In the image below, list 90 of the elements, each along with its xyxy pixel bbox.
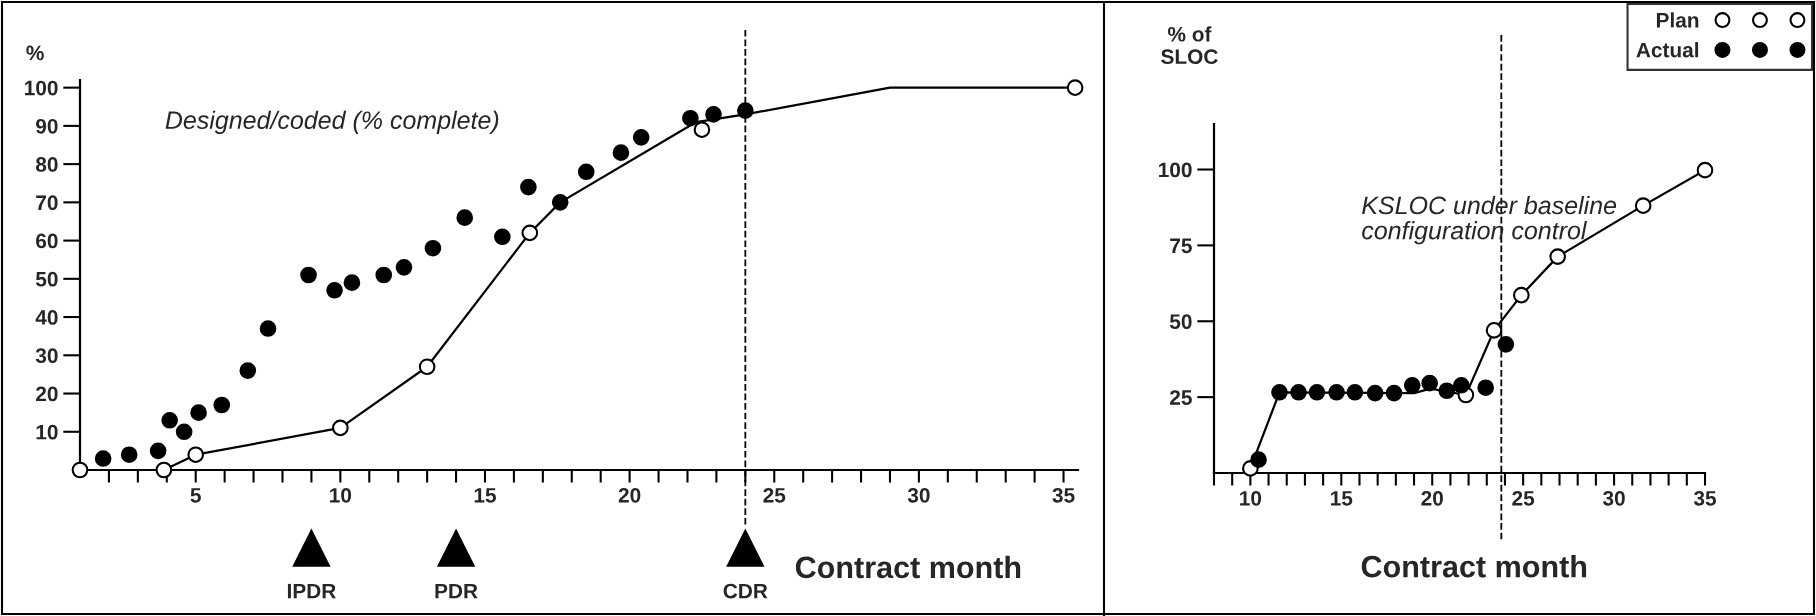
point bbox=[705, 106, 722, 123]
point bbox=[551, 194, 569, 211]
point bbox=[213, 396, 231, 414]
y-tick-label: 90 bbox=[36, 118, 58, 134]
point bbox=[161, 411, 178, 429]
point bbox=[1385, 384, 1403, 402]
point bbox=[456, 209, 474, 226]
point bbox=[332, 419, 349, 437]
x-tick-label: 35 bbox=[1052, 487, 1075, 503]
point bbox=[395, 259, 413, 276]
x-tick-label: 15 bbox=[1331, 491, 1353, 506]
point bbox=[1634, 197, 1652, 214]
point bbox=[1696, 161, 1714, 179]
x-tick-label: 10 bbox=[330, 487, 352, 503]
point bbox=[1453, 376, 1470, 394]
x-tick-label: 30 bbox=[907, 487, 930, 503]
point bbox=[187, 446, 205, 464]
point bbox=[1485, 322, 1503, 339]
legend-label: Plan bbox=[1656, 12, 1699, 28]
x-tick-label: 30 bbox=[1602, 490, 1625, 506]
point bbox=[1403, 376, 1421, 394]
y-axis-title: % bbox=[26, 45, 44, 61]
y-tick-label: 70 bbox=[36, 195, 58, 211]
point bbox=[1250, 451, 1267, 468]
y-axis-title: % of SLOC bbox=[1161, 26, 1218, 65]
point bbox=[71, 461, 89, 479]
point bbox=[300, 266, 317, 284]
x-axis-title: Contract month bbox=[795, 555, 1021, 579]
point bbox=[149, 442, 167, 460]
point bbox=[1421, 374, 1438, 392]
point bbox=[343, 274, 361, 291]
y-tick-label: 40 bbox=[35, 310, 58, 325]
y-tick-label: 25 bbox=[1170, 390, 1192, 405]
point bbox=[424, 239, 442, 257]
y-tick-label: 30 bbox=[35, 348, 58, 364]
point bbox=[1290, 383, 1307, 401]
point bbox=[1477, 379, 1494, 397]
point bbox=[1066, 79, 1084, 96]
point bbox=[612, 144, 630, 161]
point bbox=[1549, 248, 1567, 265]
x-tick-label: 10 bbox=[1240, 490, 1262, 506]
point bbox=[494, 228, 511, 246]
text: CDR bbox=[723, 583, 768, 599]
x-axis-title: Contract month bbox=[1361, 555, 1587, 578]
x-tick-label: 20 bbox=[618, 487, 641, 503]
x-tick-label: 25 bbox=[763, 487, 786, 503]
x-tick-label: 5 bbox=[190, 488, 201, 503]
y-tick-label: 60 bbox=[36, 233, 58, 249]
point bbox=[239, 362, 257, 379]
y-tick-label: 10 bbox=[36, 424, 58, 440]
y-tick-label: 75 bbox=[1170, 238, 1192, 254]
point bbox=[326, 281, 343, 299]
point bbox=[1497, 336, 1515, 353]
x-tick-label: 35 bbox=[1693, 490, 1717, 506]
point bbox=[1438, 382, 1456, 400]
x-tick-label: 15 bbox=[474, 488, 496, 503]
point bbox=[577, 163, 595, 181]
point bbox=[693, 121, 711, 139]
point bbox=[175, 423, 193, 441]
x-tick-label: 20 bbox=[1421, 490, 1443, 506]
point bbox=[418, 358, 436, 376]
point bbox=[120, 446, 138, 464]
y-tick-label: 100 bbox=[25, 80, 58, 96]
point bbox=[259, 320, 277, 337]
point bbox=[190, 404, 207, 421]
point bbox=[737, 102, 754, 119]
point bbox=[1513, 286, 1530, 304]
point bbox=[1366, 384, 1384, 402]
point bbox=[1346, 383, 1364, 401]
point bbox=[632, 129, 650, 146]
point bbox=[521, 224, 539, 242]
y-tick-label: 50 bbox=[35, 271, 58, 287]
text: Designed/coded (% complete) bbox=[165, 110, 499, 134]
point bbox=[375, 266, 393, 284]
x-tick-label: 25 bbox=[1512, 490, 1535, 506]
y-tick-label: 50 bbox=[1169, 314, 1192, 330]
y-tick-label: 80 bbox=[35, 157, 58, 172]
point bbox=[155, 461, 173, 479]
y-tick-label: 100 bbox=[1159, 162, 1192, 178]
text: KSLOC under baseline configuration control bbox=[1362, 195, 1617, 245]
legend-label: Actual bbox=[1636, 42, 1699, 58]
point bbox=[1271, 383, 1288, 401]
point bbox=[1328, 383, 1345, 401]
text: PDR bbox=[435, 583, 478, 599]
point bbox=[94, 450, 112, 467]
point bbox=[1308, 383, 1326, 401]
point bbox=[520, 178, 537, 196]
y-tick-label: 20 bbox=[36, 386, 58, 402]
text: IPDR bbox=[287, 583, 336, 599]
point bbox=[682, 109, 699, 127]
